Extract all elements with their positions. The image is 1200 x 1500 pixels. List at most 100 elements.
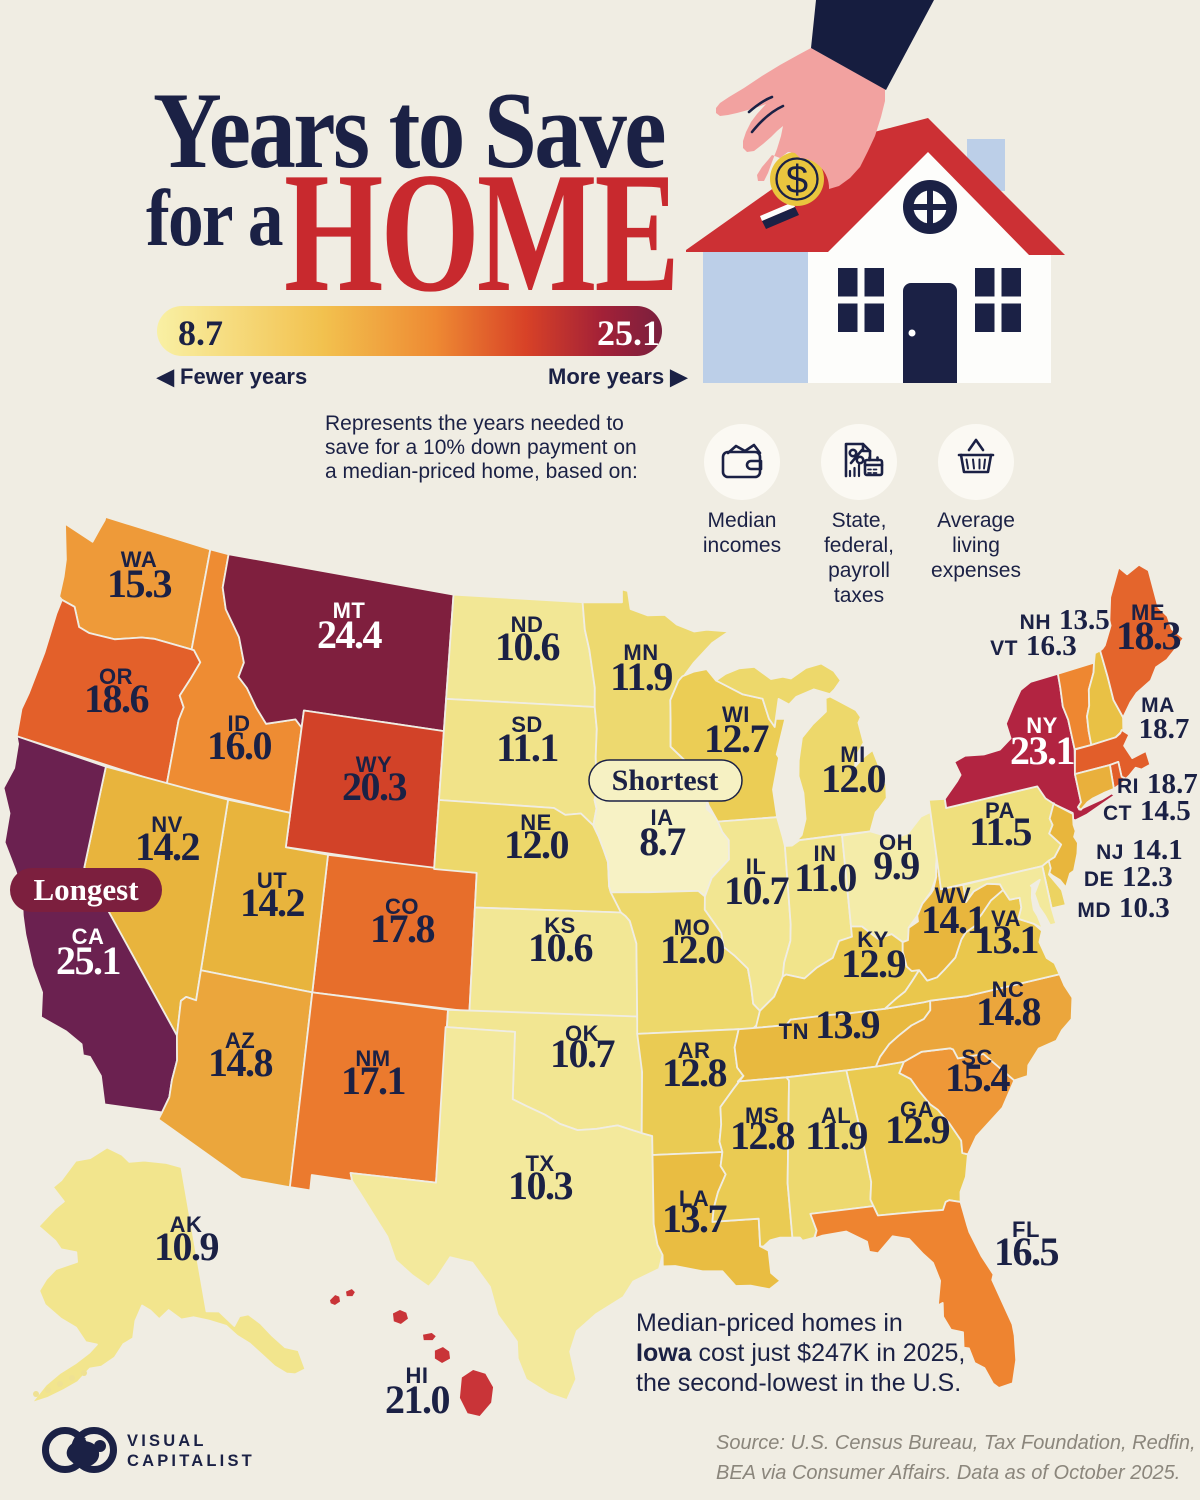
svg-text:CA: CA	[72, 924, 105, 949]
svg-text:SD: SD	[511, 712, 543, 737]
svg-text:14.8: 14.8	[976, 989, 1041, 1034]
svg-text:MO: MO	[674, 915, 710, 940]
svg-text:TX: TX	[525, 1151, 554, 1176]
svg-text:13.7: 13.7	[662, 1196, 728, 1241]
svg-text:10.6: 10.6	[528, 925, 593, 970]
svg-text:13.1: 13.1	[974, 917, 1038, 962]
svg-text:14.2: 14.2	[135, 824, 200, 869]
svg-text:Longest: Longest	[33, 872, 139, 907]
svg-text:WI: WI	[722, 702, 750, 727]
svg-text:MA: MA	[1141, 694, 1175, 717]
svg-text:NY: NY	[1026, 713, 1058, 738]
svg-text:12.0: 12.0	[504, 822, 569, 867]
svg-text:12.0: 12.0	[821, 756, 886, 801]
svg-text:AK: AK	[170, 1212, 203, 1237]
svg-text:9.9: 9.9	[873, 843, 919, 888]
svg-text:IL: IL	[746, 854, 767, 879]
svg-text:WA: WA	[121, 547, 157, 572]
svg-text:14.1: 14.1	[921, 897, 985, 942]
svg-text:NC: NC	[992, 977, 1025, 1002]
svg-text:17.8: 17.8	[370, 906, 435, 951]
svg-text:12.8: 12.8	[730, 1113, 795, 1158]
svg-text:MD: MD	[1077, 899, 1111, 922]
svg-text:23.1: 23.1	[1010, 728, 1074, 773]
svg-text:IA: IA	[651, 805, 674, 830]
svg-text:KS: KS	[544, 913, 576, 938]
svg-text:13.9: 13.9	[815, 1002, 880, 1047]
svg-text:14.1: 14.1	[1132, 834, 1183, 866]
svg-text:MS: MS	[745, 1103, 779, 1128]
svg-text:12.9: 12.9	[885, 1107, 950, 1152]
svg-text:10.3: 10.3	[508, 1163, 573, 1208]
svg-text:NE: NE	[520, 810, 552, 835]
svg-text:16.0: 16.0	[207, 723, 272, 768]
svg-text:12.7: 12.7	[704, 716, 770, 761]
svg-text:12.0: 12.0	[660, 927, 725, 972]
svg-text:18.7: 18.7	[1147, 768, 1198, 800]
svg-text:24.4: 24.4	[317, 612, 383, 657]
svg-text:11.1: 11.1	[496, 725, 558, 770]
svg-text:10.3: 10.3	[1119, 892, 1170, 924]
svg-text:AZ: AZ	[225, 1028, 255, 1053]
svg-text:VA: VA	[991, 906, 1021, 931]
svg-text:WV: WV	[935, 883, 971, 908]
svg-text:DE: DE	[1084, 868, 1114, 891]
svg-text:PA: PA	[985, 798, 1015, 823]
svg-text:VISUAL: VISUAL	[127, 1432, 207, 1450]
svg-text:15.3: 15.3	[107, 561, 172, 606]
svg-text:AR: AR	[678, 1038, 711, 1063]
svg-text:WY: WY	[356, 752, 392, 777]
svg-text:CT: CT	[1103, 802, 1132, 825]
svg-text:NV: NV	[151, 812, 183, 837]
svg-text:MI: MI	[840, 742, 865, 767]
svg-text:ND: ND	[511, 612, 544, 637]
svg-text:10.7: 10.7	[550, 1031, 616, 1076]
svg-text:AL: AL	[821, 1103, 851, 1128]
svg-text:Shortest: Shortest	[612, 764, 719, 797]
svg-text:11.5: 11.5	[969, 809, 1031, 854]
svg-text:IN: IN	[814, 841, 837, 866]
svg-text:12.9: 12.9	[841, 941, 906, 986]
svg-text:11.9: 11.9	[805, 1113, 867, 1158]
svg-text:16.5: 16.5	[994, 1229, 1059, 1274]
svg-text:UT: UT	[257, 868, 287, 893]
svg-text:12.8: 12.8	[662, 1050, 727, 1095]
svg-text:10.9: 10.9	[154, 1224, 219, 1269]
svg-text:HI: HI	[406, 1363, 429, 1388]
svg-text:16.3: 16.3	[1026, 630, 1077, 662]
svg-text:GA: GA	[900, 1097, 934, 1122]
svg-text:10.7: 10.7	[724, 868, 790, 913]
svg-text:CAPITALIST: CAPITALIST	[127, 1452, 255, 1470]
svg-text:OR: OR	[99, 664, 133, 689]
svg-text:12.3: 12.3	[1122, 861, 1173, 893]
svg-text:18.3: 18.3	[1116, 613, 1181, 658]
svg-text:SC: SC	[961, 1045, 993, 1070]
svg-text:14.2: 14.2	[240, 880, 305, 925]
svg-text:OH: OH	[879, 830, 913, 855]
svg-text:8.7: 8.7	[639, 819, 686, 864]
svg-text:21.0: 21.0	[385, 1377, 450, 1422]
svg-text:25.1: 25.1	[56, 938, 120, 983]
svg-text:ME: ME	[1131, 600, 1165, 625]
svg-text:15.4: 15.4	[945, 1055, 1011, 1100]
svg-text:$: $	[786, 158, 808, 202]
svg-text:NM: NM	[355, 1046, 390, 1071]
svg-text:11.0: 11.0	[794, 855, 856, 900]
svg-text:OK: OK	[565, 1021, 599, 1046]
svg-text:13.5: 13.5	[1059, 604, 1110, 636]
svg-text:RI: RI	[1117, 775, 1139, 798]
svg-text:LA: LA	[679, 1186, 709, 1211]
svg-text:FL: FL	[1012, 1217, 1040, 1242]
svg-text:KY: KY	[857, 927, 889, 952]
svg-text:TN: TN	[779, 1019, 809, 1044]
svg-text:18.6: 18.6	[84, 676, 149, 721]
svg-text:14.8: 14.8	[208, 1040, 273, 1085]
svg-text:20.3: 20.3	[342, 764, 407, 809]
svg-text:ID: ID	[228, 711, 251, 736]
svg-text:14.5: 14.5	[1140, 795, 1191, 827]
svg-text:NH: NH	[1020, 611, 1051, 634]
svg-text:CO: CO	[385, 894, 419, 919]
svg-text:11.9: 11.9	[610, 654, 672, 699]
svg-text:10.6: 10.6	[495, 624, 560, 669]
svg-text:MT: MT	[333, 598, 366, 623]
